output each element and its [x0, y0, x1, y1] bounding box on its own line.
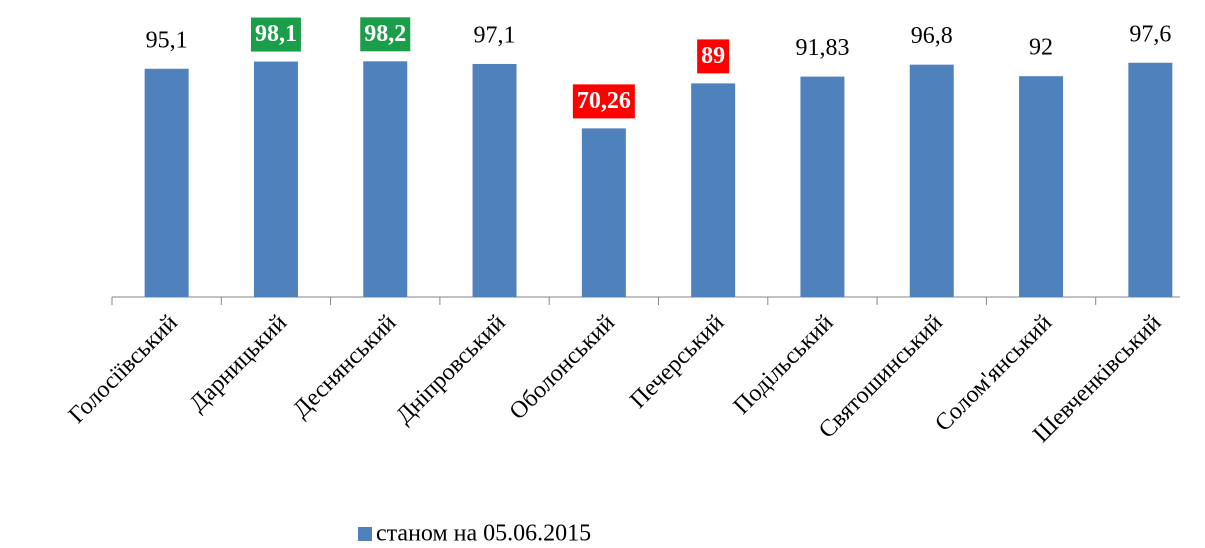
bar [909, 64, 954, 298]
value-label: 89 [701, 43, 725, 69]
value-label: 98,1 [255, 21, 297, 47]
legend-swatch [358, 527, 372, 541]
value-label: 97,1 [474, 22, 516, 48]
value-label-group: 89 [697, 39, 730, 74]
value-label-box [572, 84, 635, 119]
bar [581, 128, 626, 297]
bar [144, 68, 189, 297]
value-label: 97,6 [1129, 21, 1171, 47]
x-tick-label: Оболонський [505, 310, 620, 425]
legend-label: станом на 05.06.2015 [376, 521, 591, 547]
x-tick-label: Солом'янський [930, 310, 1057, 437]
value-label: 98,2 [364, 21, 406, 47]
bar [363, 61, 408, 297]
x-tick-label: Голосіївський [64, 310, 183, 429]
x-tick-label: Дніпровський [391, 310, 511, 430]
value-label-group: 98,1 [250, 17, 301, 52]
value-label: 96,8 [911, 23, 953, 49]
value-label: 70,26 [577, 88, 631, 114]
x-tick-label: Дарницький [185, 310, 292, 417]
bar [472, 63, 517, 298]
x-tick-label: Печерський [625, 310, 729, 414]
bar [1019, 76, 1064, 297]
x-tick-label: Деснянський [288, 310, 401, 423]
bar [691, 83, 736, 298]
value-label: 92 [1029, 35, 1053, 61]
value-label-box [697, 39, 730, 74]
bar [1128, 62, 1173, 298]
bar [253, 61, 298, 298]
x-tick-label: Подільський [729, 310, 839, 420]
value-label-group: 98,2 [360, 17, 411, 52]
bar [800, 76, 845, 297]
value-label-box [250, 17, 301, 52]
value-label-box [360, 17, 411, 52]
value-label: 95,1 [146, 27, 188, 53]
value-label: 91,83 [795, 35, 849, 61]
value-label-group: 70,26 [572, 84, 635, 119]
